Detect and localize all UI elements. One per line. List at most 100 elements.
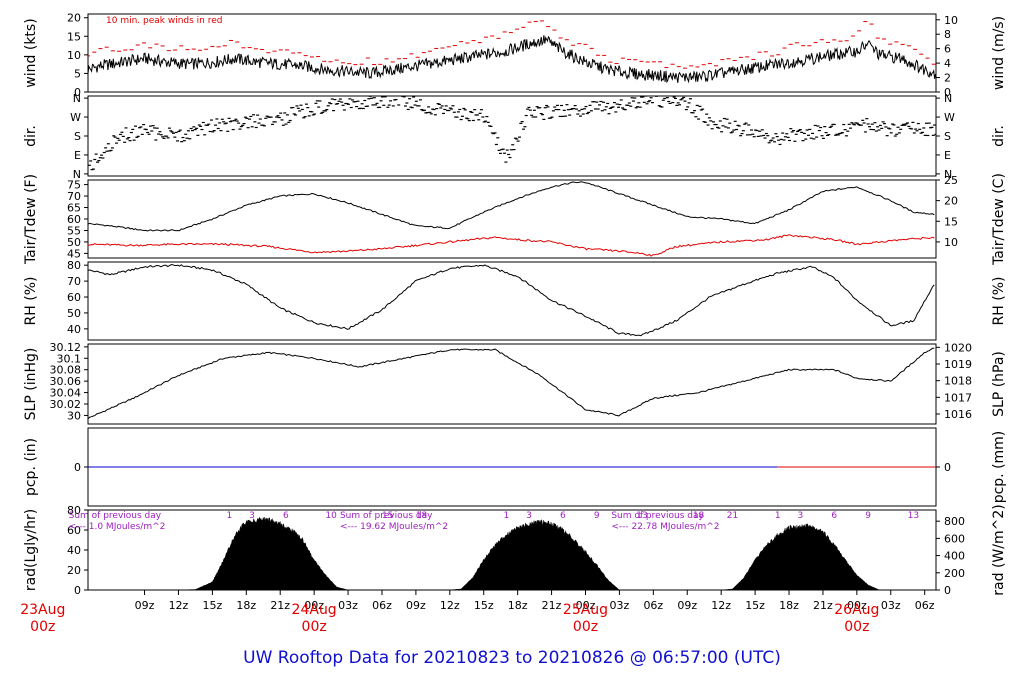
- xtick-label: 15z: [202, 599, 222, 612]
- series-RH: [88, 264, 935, 337]
- ytick-label-temp: 50: [67, 236, 81, 249]
- rad-hour-mark: 6: [831, 511, 837, 521]
- ytick-right-label-slp: 1017: [944, 391, 972, 404]
- xtick-label: 21z: [542, 599, 562, 612]
- date-label-day: 24Aug: [292, 602, 337, 618]
- ytick-label-wind: 20: [67, 12, 81, 25]
- ytick-label-temp: 60: [67, 213, 81, 226]
- plot-area-rad: [88, 516, 936, 590]
- ytick-label-dir: S: [74, 130, 81, 143]
- panel-frame-rh: [87, 261, 937, 341]
- xtick-label: 21z: [813, 599, 833, 612]
- date-label-day: 23Aug: [20, 602, 65, 618]
- ylabel-right-temp: Tair/Tdew (C): [991, 173, 1007, 266]
- ytick-right-label-wind: 10: [944, 14, 958, 27]
- ylabel-pcp: pcp. (in): [23, 438, 39, 496]
- ytick-label-wind: 10: [67, 49, 81, 62]
- rad-hour-mark: 21: [727, 511, 738, 521]
- ylabel-dir: dir.: [23, 125, 39, 147]
- rad-sum-value: <--- 19.62 MJoules/m^2: [340, 522, 448, 532]
- ylabel-rh: RH (%): [23, 277, 39, 326]
- ytick-right-label-rad: 800: [944, 515, 965, 528]
- xtick-label: 06z: [915, 599, 935, 612]
- ylabel-right-rh: RH (%): [991, 277, 1007, 326]
- ylabel-right-slp: SLP (hPa): [991, 351, 1007, 417]
- ytick-label-rad: 60: [67, 524, 81, 537]
- ytick-label-rad: 80: [67, 504, 81, 517]
- panel-frame-dir: [87, 95, 937, 177]
- ytick-label-temp: 55: [67, 224, 81, 237]
- plot-area-slp: [88, 347, 935, 420]
- xtick-label: 03z: [610, 599, 630, 612]
- ylabel-rad: rad(Lgly/hr): [23, 509, 39, 591]
- ytick-label-slp: 30.08: [50, 364, 82, 377]
- rad-sum-label: Sum of previous day: [340, 511, 433, 521]
- ylabel-temp: Tair/Tdew (F): [23, 174, 39, 265]
- plot-area-wind: [88, 20, 936, 84]
- ytick-label-rad: 0: [74, 584, 81, 597]
- xtick-label: 00z: [576, 599, 596, 612]
- ytick-label-rh: 40: [67, 323, 81, 336]
- ytick-label-slp: 30: [67, 409, 81, 422]
- ylabel-right-dir: dir.: [991, 125, 1007, 147]
- date-label-time: 00z: [302, 619, 327, 635]
- panel-frame-wind: [87, 13, 937, 93]
- radiation-area: [88, 516, 936, 590]
- date-label-time: 00z: [573, 619, 598, 635]
- ytick-label-dir: W: [70, 111, 81, 124]
- xtick-label: 09z: [135, 599, 155, 612]
- xtick-label: 00z: [304, 599, 324, 612]
- ytick-label-slp: 30.04: [50, 387, 82, 400]
- rad-hour-mark: 6: [283, 511, 289, 521]
- date-label-time: 00z: [30, 619, 55, 635]
- date-label-day: 25Aug: [563, 602, 608, 618]
- ylabel-slp: SLP (inHg): [23, 348, 39, 421]
- ytick-label-rh: 80: [67, 259, 81, 272]
- ytick-right-label-rad: 0: [944, 584, 951, 597]
- ylabel-right-wind: wind (m/s): [991, 16, 1007, 90]
- rad-hour-mark: 10: [325, 511, 337, 521]
- series-Tdew: [88, 234, 935, 257]
- rad-hour-mark: 1: [503, 511, 509, 521]
- ytick-right-label-wind: 2: [944, 72, 951, 85]
- rad-sum-value: <--- 22.78 MJoules/m^2: [611, 522, 719, 532]
- rad-hour-mark: 13: [636, 511, 647, 521]
- rad-hour-mark: 1: [775, 511, 781, 521]
- ytick-right-label-temp: 25: [944, 174, 958, 187]
- rad-hour-mark: 18: [416, 511, 428, 521]
- xtick-label: 09z: [406, 599, 426, 612]
- xtick-label: 18z: [508, 599, 528, 612]
- ytick-right-label-temp: 20: [944, 195, 958, 208]
- ytick-right-label-rad: 200: [944, 567, 965, 580]
- series-wind: [88, 35, 936, 84]
- rad-hour-mark: 6: [560, 511, 566, 521]
- ytick-label-wind: 0: [74, 86, 81, 99]
- ylabel-wind: wind (kts): [23, 18, 39, 87]
- ytick-right-label-wind: 8: [944, 28, 951, 41]
- ytick-right-label-rad: 600: [944, 532, 965, 545]
- ytick-right-label-wind: 0: [944, 86, 951, 99]
- date-label-day: 26Aug: [834, 602, 879, 618]
- ytick-label-temp: 45: [67, 247, 81, 260]
- xtick-label: 18z: [779, 599, 799, 612]
- plot-area-dir: [88, 96, 936, 171]
- ytick-label-rad: 40: [67, 544, 81, 557]
- date-label-time: 00z: [844, 619, 869, 635]
- rad-sum-label: Sum of previous day: [69, 511, 162, 521]
- rad-hour-mark: 3: [526, 511, 532, 521]
- xtick-label: 18z: [236, 599, 256, 612]
- plot-area-rh: [88, 264, 935, 337]
- xtick-label: 12z: [711, 599, 731, 612]
- plot-area-temp: [88, 181, 935, 257]
- xtick-label: 12z: [440, 599, 460, 612]
- ytick-label-slp: 30.1: [57, 352, 82, 365]
- ylabel-right-pcp: pcp. (mm): [991, 431, 1007, 504]
- rad-hour-mark: 1: [226, 511, 232, 521]
- ytick-label-dir: N: [73, 168, 81, 181]
- rad-sum-value: <--- 1.0 MJoules/m^2: [69, 522, 166, 532]
- series-SLP: [88, 347, 935, 420]
- peak-annotation: 10 min. peak winds in red: [106, 16, 223, 26]
- ytick-right-label-slp: 1016: [944, 408, 972, 421]
- ytick-label-temp: 75: [67, 179, 81, 192]
